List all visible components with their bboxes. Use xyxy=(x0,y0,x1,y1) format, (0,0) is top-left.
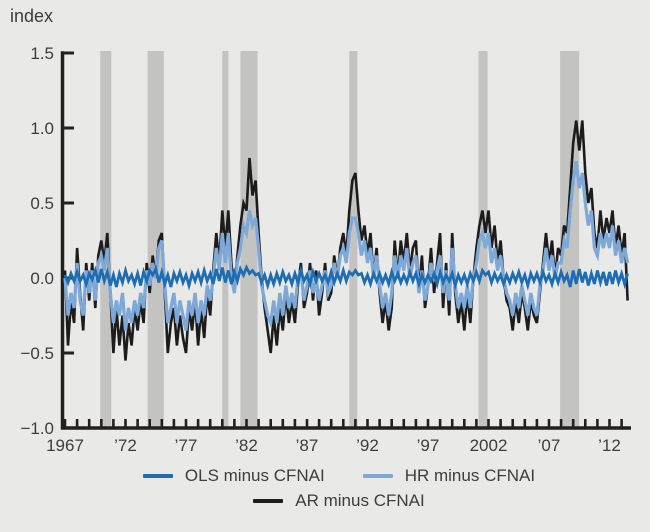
legend-swatch-ar-line xyxy=(253,499,284,503)
y-axis-tick-label: 0.0 xyxy=(30,269,54,288)
y-axis-tick-label: 1.0 xyxy=(30,119,54,138)
x-axis-tick-label: 2002 xyxy=(470,436,508,455)
legend-item-ols: OLS minus CFNAI xyxy=(142,466,325,486)
recession-band xyxy=(560,51,580,428)
y-axis-tick-label: 1.5 xyxy=(30,44,54,63)
legend-item-hr: HR minus CFNAI xyxy=(362,466,536,486)
recession-band xyxy=(240,51,258,428)
y-axis-unit-label: index xyxy=(10,6,54,26)
x-axis-tick-label: 1967 xyxy=(46,436,84,455)
legend-label-ols: OLS minus CFNAI xyxy=(184,466,325,485)
legend-swatch-ols-line xyxy=(142,474,173,478)
x-axis-tick-label: ’92 xyxy=(356,436,379,455)
x-axis-tick-label: ’12 xyxy=(598,436,621,455)
series-line-ols xyxy=(63,264,629,291)
recession-band xyxy=(349,51,358,428)
legend-row-2: AR minus CFNAI xyxy=(253,491,425,511)
legend-row-1: OLS minus CFNAI HR minus CFNAI xyxy=(142,466,536,486)
y-axis-tick-label: −0.5 xyxy=(20,344,54,363)
y-axis-tick-label: −1.0 xyxy=(20,419,54,438)
legend-label-hr: HR minus CFNAI xyxy=(404,466,536,485)
x-axis-tick-label: ’77 xyxy=(175,436,198,455)
x-axis-tick-label: ’72 xyxy=(114,436,137,455)
recession-band xyxy=(147,51,164,428)
x-axis-tick-label: ’87 xyxy=(296,436,319,455)
chart-legend: OLS minus CFNAI HR minus CFNAI AR minus … xyxy=(0,466,650,511)
legend-swatch-hr-line xyxy=(362,474,393,478)
x-axis-tick-label: ’07 xyxy=(538,436,561,455)
y-axis-tick-label: 0.5 xyxy=(30,194,54,213)
x-axis-tick-label: ’97 xyxy=(417,436,440,455)
series-line-hr xyxy=(63,160,630,331)
x-axis-tick-label: ’82 xyxy=(235,436,258,455)
legend-label-ar: AR minus CFNAI xyxy=(295,491,425,510)
legend-item-ar: AR minus CFNAI xyxy=(253,491,425,511)
